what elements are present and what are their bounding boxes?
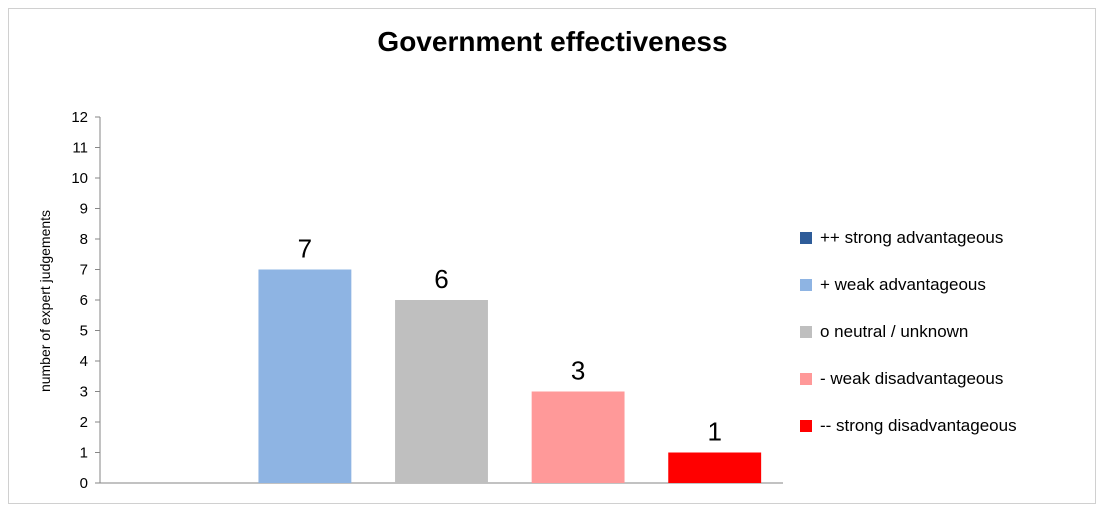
bar: [395, 300, 488, 483]
y-tick-label: 12: [71, 109, 88, 126]
data-label: 7: [298, 234, 312, 264]
bar: [258, 269, 352, 483]
y-tick-label: 10: [71, 170, 88, 187]
legend-label: o neutral / unknown: [820, 322, 969, 341]
y-tick-label: 3: [80, 384, 88, 401]
y-tick-label: 6: [80, 292, 88, 309]
legend-label: -- strong disadvantageous: [820, 416, 1017, 435]
legend-swatch: [800, 373, 812, 385]
y-tick-label: 8: [80, 231, 88, 248]
data-label: 1: [707, 417, 721, 447]
chart-title: Government effectiveness: [377, 26, 728, 57]
y-tick-label: 9: [80, 201, 88, 218]
legend-item: ++ strong advantageous: [800, 223, 1003, 253]
bar: [531, 391, 625, 483]
legend-item: o neutral / unknown: [800, 317, 968, 347]
data-label: 3: [571, 356, 585, 386]
legend-item: - weak disadvantageous: [800, 364, 1003, 394]
y-tick-label: 4: [80, 353, 88, 370]
y-tick-label: 1: [80, 445, 88, 462]
data-label: 6: [434, 264, 448, 294]
y-tick-label: 2: [80, 414, 88, 431]
legend-item: + weak advantageous: [800, 270, 986, 300]
y-tick-label: 11: [72, 140, 88, 157]
legend-label: ++ strong advantageous: [820, 228, 1004, 247]
y-axis-label: number of expert judgements: [37, 210, 53, 392]
y-tick-label: 5: [80, 323, 88, 340]
legend-swatch: [800, 279, 812, 291]
y-tick-label: 0: [80, 475, 88, 492]
legend-label: + weak advantageous: [820, 275, 986, 294]
y-tick-label: 7: [80, 262, 88, 279]
legend-label: - weak disadvantageous: [820, 369, 1004, 388]
legend-swatch: [800, 232, 812, 244]
legend-swatch: [800, 420, 812, 432]
legend-item: -- strong disadvantageous: [800, 411, 1017, 441]
bar: [668, 452, 762, 483]
legend-swatch: [800, 326, 812, 338]
